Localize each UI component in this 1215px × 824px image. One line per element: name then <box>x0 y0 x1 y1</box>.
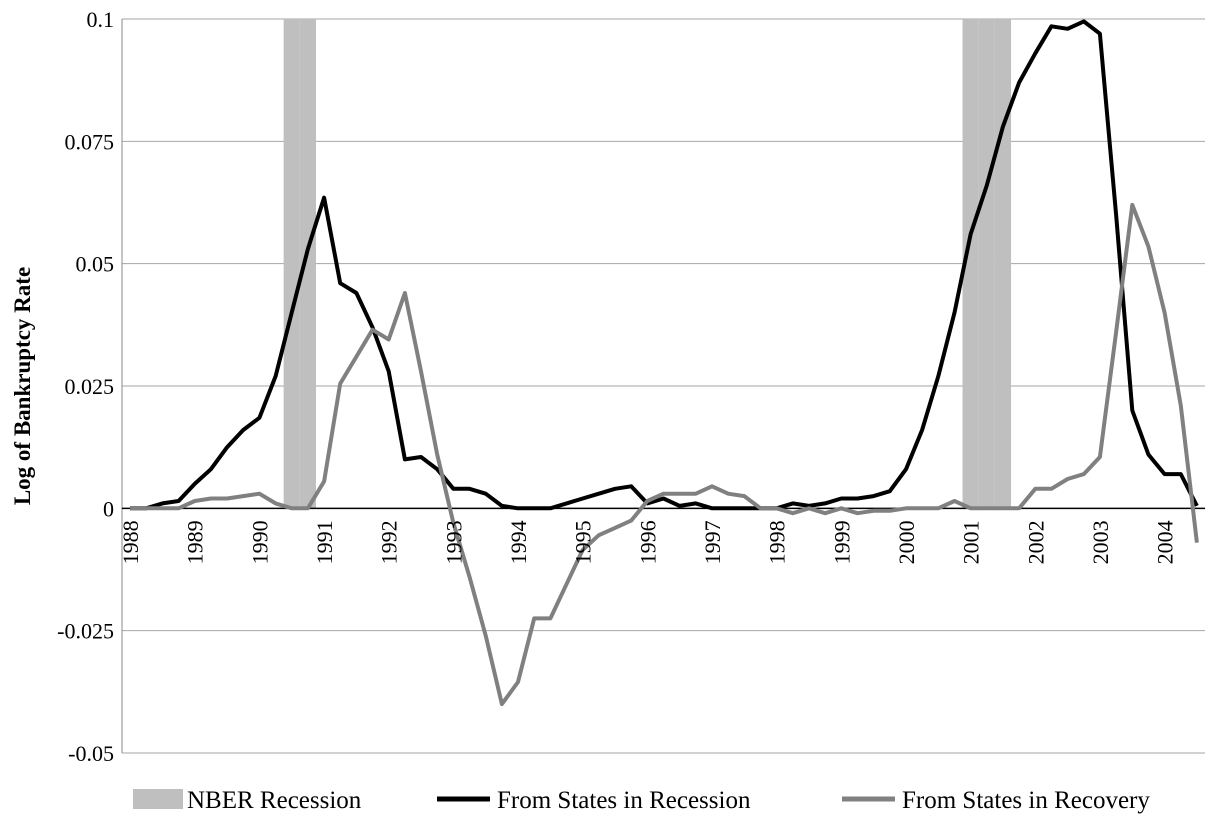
x-tick-label: 1995 <box>571 520 596 564</box>
y-tick-label: 0 <box>103 496 114 521</box>
legend-label: NBER Recession <box>187 787 362 814</box>
x-tick-label: 1994 <box>506 520 531 564</box>
recession-bar <box>299 19 316 509</box>
x-tick-label: 2002 <box>1023 520 1048 564</box>
x-tick-label: 1988 <box>118 520 143 564</box>
y-tick-label: 0.025 <box>65 374 115 399</box>
x-tick-label: 2000 <box>894 520 919 564</box>
recession-bar <box>283 19 300 509</box>
x-tick-label: 1992 <box>377 520 402 564</box>
x-tick-label: 1996 <box>635 520 660 564</box>
x-tick-label: 2003 <box>1088 520 1113 564</box>
legend-label: From States in Recession <box>497 787 751 814</box>
y-tick-label: 0.05 <box>76 252 115 277</box>
x-tick-label: 1991 <box>312 520 337 564</box>
recession-bar <box>978 19 995 509</box>
x-tick-label: 2001 <box>959 520 984 564</box>
x-tick-label: 1998 <box>765 520 790 564</box>
recession-bar <box>994 19 1012 509</box>
series-line <box>130 19 1199 511</box>
x-tick-label: 2004 <box>1153 520 1178 564</box>
legend-swatch <box>133 789 183 809</box>
y-tick-label: 0.075 <box>65 129 115 154</box>
x-tick-label: 1993 <box>441 520 466 564</box>
x-tick-label: 1997 <box>700 520 725 564</box>
recession-bar <box>962 19 979 509</box>
series-line <box>130 202 1199 707</box>
x-tick-label: 1989 <box>183 520 208 564</box>
y-tick-label: -0.025 <box>57 619 114 644</box>
x-tick-label: 1999 <box>829 520 854 564</box>
x-tick-label: 1990 <box>247 520 272 564</box>
y-axis-label: Log of Bankruptcy Rate <box>10 267 35 505</box>
y-tick-label: -0.05 <box>68 741 114 766</box>
y-tick-label: 0.1 <box>87 7 115 32</box>
legend-label: From States in Recovery <box>902 787 1150 814</box>
